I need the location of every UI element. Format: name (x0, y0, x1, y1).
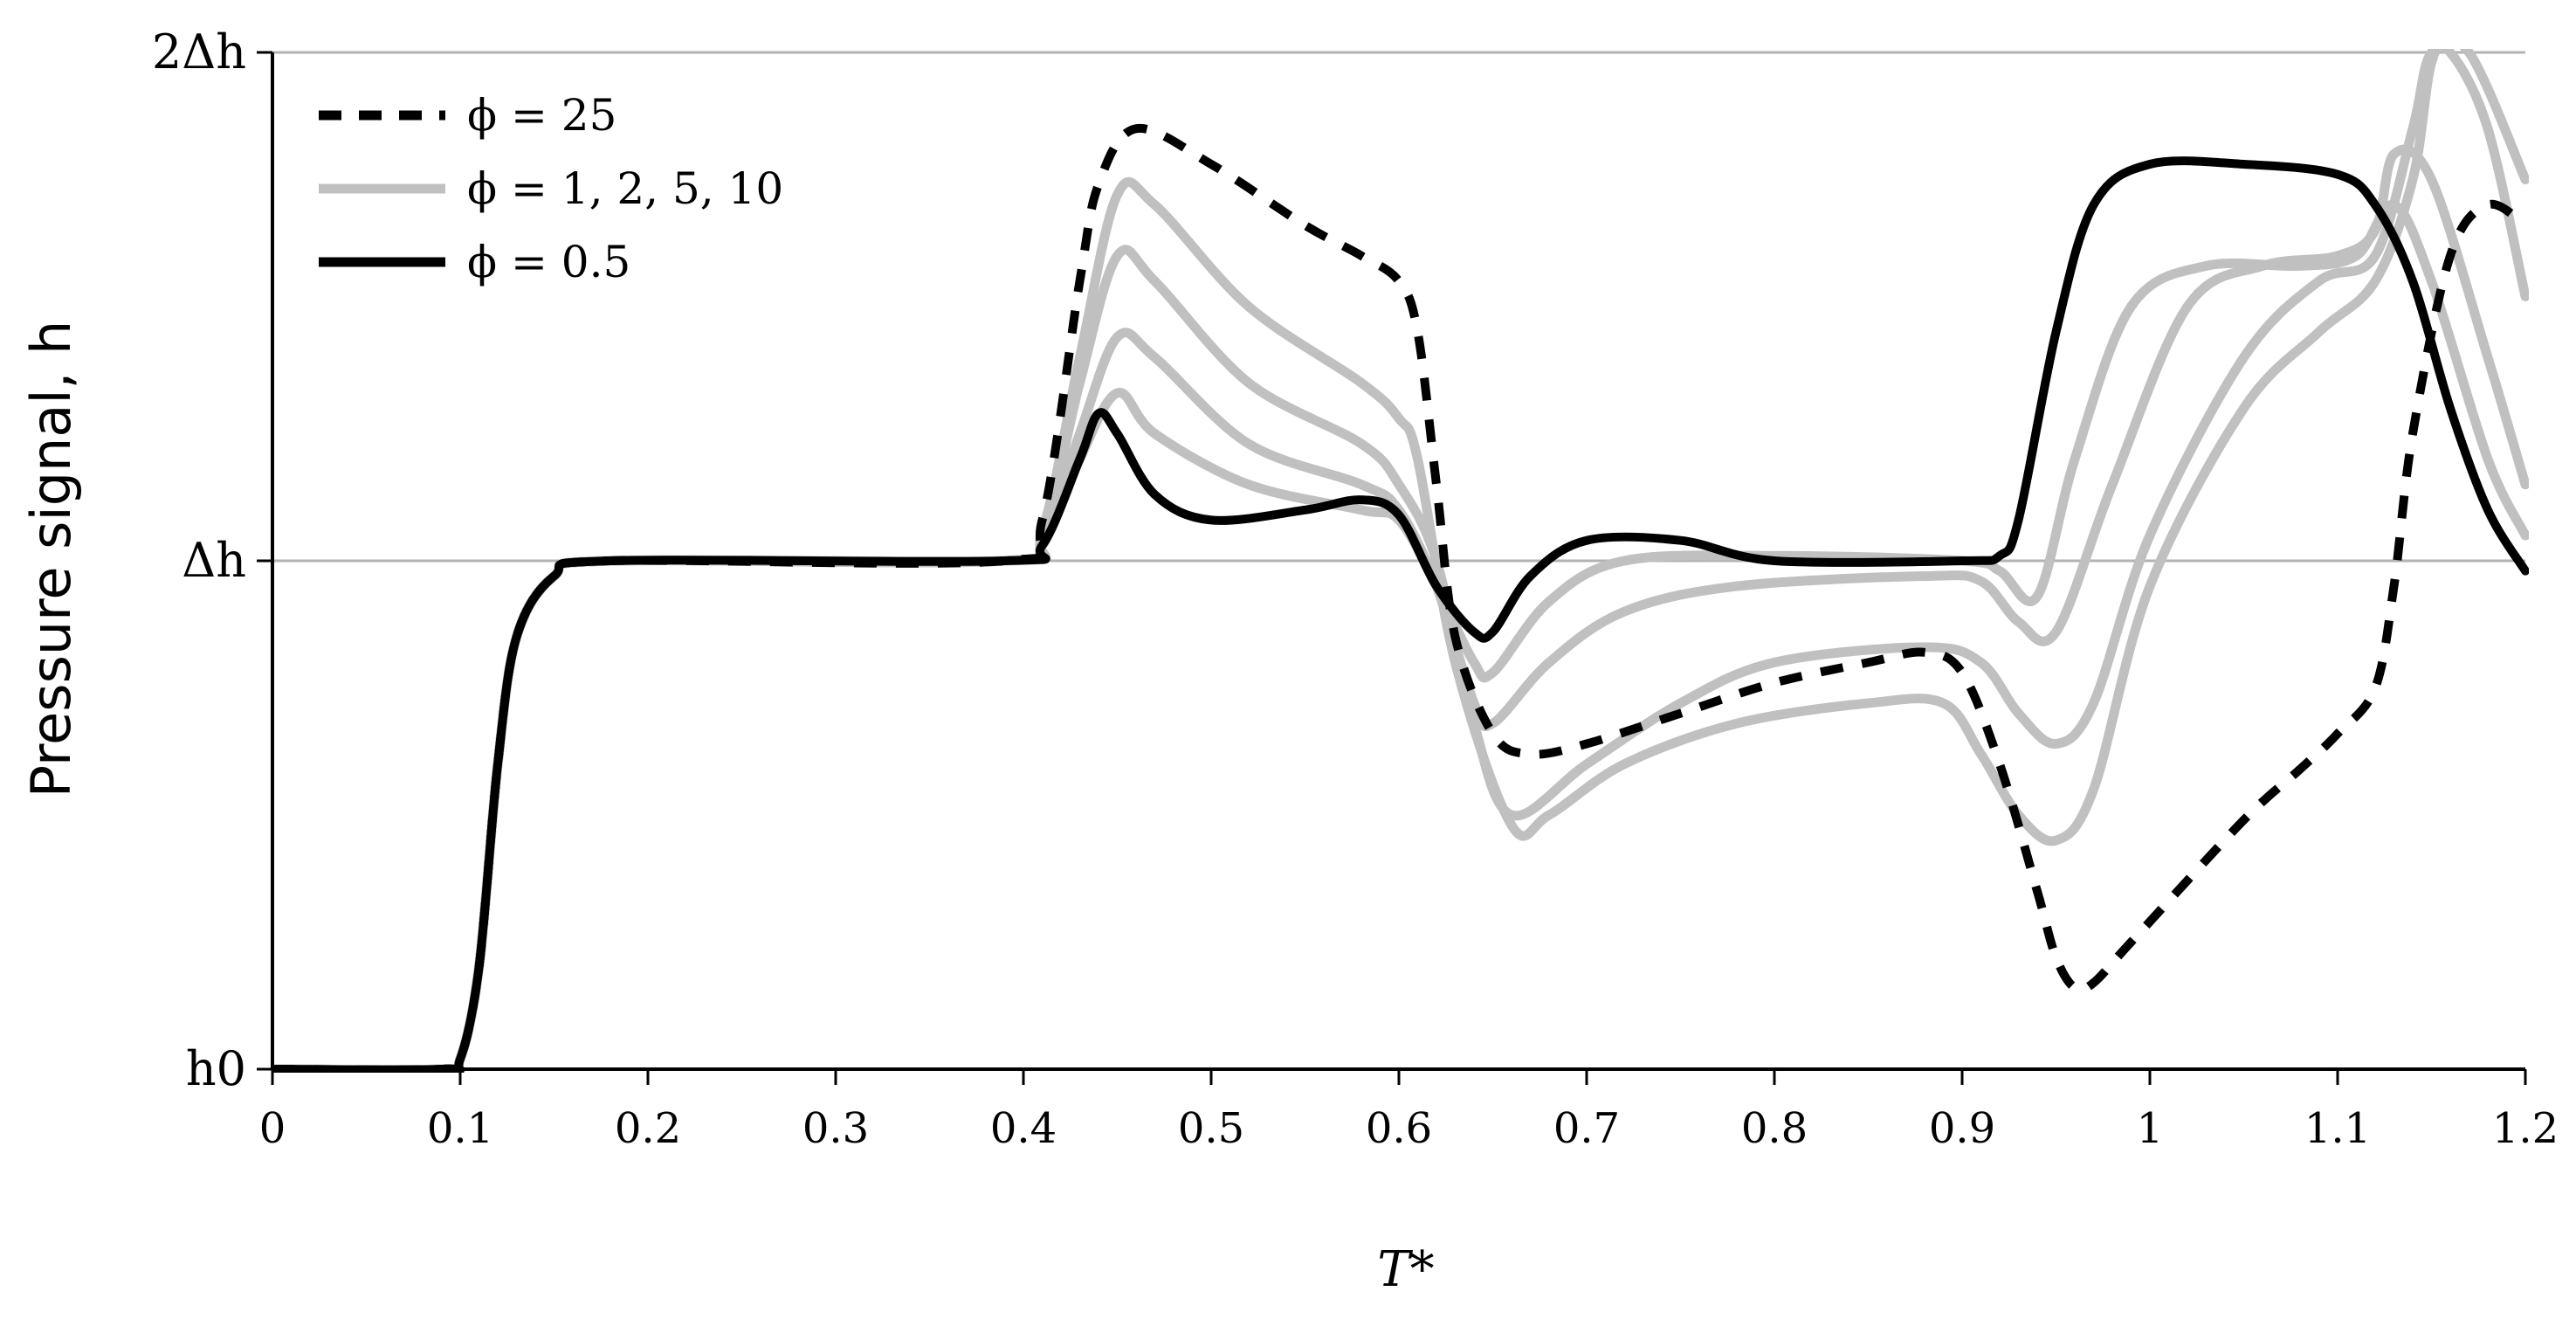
x-tick-label-10: 1 (2137, 1104, 2164, 1153)
y-ticks: h0 Δh 2Δh (152, 24, 272, 1096)
legend-label-1: ϕ = 1, 2, 5, 10 (467, 163, 783, 214)
x-tick-label-12: 1.2 (2492, 1104, 2559, 1153)
series-line-0.5 (272, 156, 2529, 1073)
y-tick-label-1: Δh (182, 533, 246, 588)
x-axis-title: T* (1377, 1241, 1434, 1298)
x-tick-label-8: 0.8 (1741, 1104, 1808, 1153)
legend: ϕ = 25 ϕ = 1, 2, 5, 10 ϕ = 0.5 (319, 90, 783, 287)
y-tick-label-0: h0 (186, 1041, 246, 1096)
x-tick-label-6: 0.6 (1366, 1104, 1432, 1153)
x-ticks: 0 0.1 0.2 0.3 0.4 0.5 0.6 0.7 0.8 0.9 1 1.1 1.2 (259, 1069, 2559, 1153)
series-line-2 (272, 144, 2529, 1073)
x-tick-label-2: 0.2 (615, 1104, 681, 1153)
legend-label-2: ϕ = 0.5 (467, 237, 630, 287)
x-tick-label-1: 0.1 (427, 1104, 493, 1153)
x-tick-label-7: 0.7 (1553, 1104, 1620, 1153)
x-tick-label-5: 0.5 (1178, 1104, 1244, 1153)
x-tick-label-0: 0 (259, 1104, 286, 1153)
x-tick-label-4: 0.4 (990, 1104, 1057, 1153)
series-line-1 (272, 200, 2529, 1073)
legend-label-0: ϕ = 25 (467, 90, 616, 141)
x-tick-label-11: 1.1 (2304, 1104, 2371, 1153)
y-tick-label-2: 2Δh (152, 24, 246, 79)
y-axis-title: Pressure signal, h (19, 321, 83, 798)
x-tick-label-3: 0.3 (802, 1104, 869, 1153)
series-lines (272, 49, 2529, 1073)
x-tick-label-9: 0.9 (1929, 1104, 1995, 1153)
